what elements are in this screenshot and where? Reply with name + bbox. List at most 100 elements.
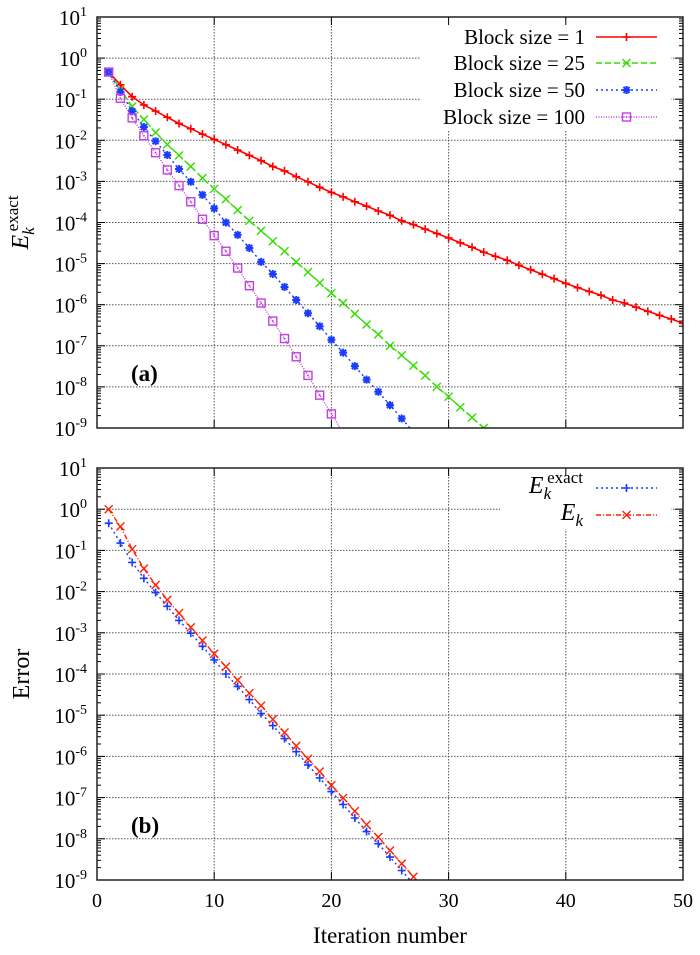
data-point — [244, 280, 255, 291]
data-point — [338, 298, 348, 308]
data-point — [128, 92, 137, 101]
data-point — [315, 322, 324, 331]
data-point — [303, 177, 312, 186]
data-point — [386, 211, 394, 220]
data-point — [139, 115, 149, 125]
data-point — [197, 173, 207, 183]
data-point — [350, 362, 359, 371]
data-point — [280, 246, 290, 256]
series-line — [108, 71, 411, 428]
data-point — [163, 602, 172, 611]
data-point — [421, 225, 430, 234]
data-point — [268, 316, 278, 326]
data-point — [339, 192, 348, 201]
y-tick-label: 10-7 — [54, 786, 87, 811]
data-point — [186, 124, 195, 133]
data-point-dot — [189, 200, 192, 203]
y-tick-base: 10 — [54, 828, 75, 852]
y-tick-label: 10-6 — [54, 293, 87, 318]
data-point — [139, 131, 149, 141]
data-point — [244, 688, 254, 698]
y-tick-base: 10 — [54, 869, 75, 893]
y-tick-exponent: -2 — [75, 580, 87, 595]
data-point — [315, 183, 324, 192]
data-point — [163, 113, 172, 122]
series-0 — [104, 519, 411, 880]
data-point — [326, 288, 336, 298]
data-point — [151, 137, 160, 146]
data-point — [233, 682, 242, 691]
data-point-dot — [131, 117, 133, 119]
grid — [97, 17, 683, 428]
data-point — [162, 165, 173, 175]
data-point — [550, 274, 559, 283]
series-line — [108, 508, 418, 880]
data-point — [585, 287, 594, 296]
data-point — [303, 370, 313, 381]
data-point — [151, 580, 161, 590]
y-tick-exponent: -1 — [75, 87, 87, 102]
y-tick-base: 10 — [54, 170, 75, 194]
y-tick-exponent: -6 — [75, 293, 87, 308]
data-point — [163, 150, 172, 159]
x-tick-label: 20 — [321, 890, 341, 912]
data-point — [116, 539, 125, 548]
data-point-dot — [272, 320, 274, 322]
legend-label-sub: k — [575, 511, 583, 530]
data-point — [374, 387, 383, 396]
series-line — [108, 522, 411, 880]
data-point — [385, 341, 395, 351]
y-axis-title-text-sup: exact — [3, 195, 22, 231]
data-point — [210, 204, 219, 213]
data-point — [362, 319, 372, 329]
data-point — [315, 278, 325, 288]
data-point — [186, 629, 195, 638]
data-point-dot — [213, 234, 215, 237]
data-point — [221, 670, 230, 678]
x-tick-label: 40 — [556, 890, 576, 912]
data-point — [233, 675, 243, 685]
data-point — [314, 390, 325, 400]
series-2 — [104, 68, 411, 428]
data-point — [292, 296, 301, 305]
data-point — [479, 423, 489, 428]
data-point — [280, 166, 289, 175]
panel-b: 10110010-110-210-310-410-510-610-710-810… — [9, 456, 693, 948]
data-point — [373, 329, 383, 339]
data-point-dot — [248, 284, 251, 287]
y-tick-label: 10-5 — [54, 703, 87, 728]
data-point — [245, 695, 254, 704]
y-tick-base: 10 — [54, 622, 75, 646]
data-point — [409, 220, 418, 229]
data-point — [174, 180, 184, 191]
data-point — [232, 263, 243, 273]
data-point — [115, 93, 126, 104]
legend-marker — [622, 86, 631, 94]
y-tick-base: 10 — [54, 745, 75, 769]
y-tick-label: 10-5 — [54, 252, 87, 277]
data-point — [386, 401, 394, 410]
data-point — [280, 734, 289, 743]
legend-label: Ek — [560, 500, 584, 530]
data-point — [526, 265, 535, 274]
y-tick-exponent: -9 — [75, 868, 87, 883]
data-point — [186, 622, 196, 632]
data-point — [280, 728, 290, 738]
data-point — [350, 806, 360, 816]
legend-marker — [622, 33, 631, 41]
data-point — [303, 267, 313, 277]
legend-label: Ekexact — [528, 468, 583, 503]
data-point — [128, 107, 137, 116]
data-point — [175, 165, 184, 174]
panel-a: 10110010-110-210-310-410-510-610-710-810… — [3, 5, 684, 441]
y-tick-base: 10 — [54, 294, 75, 318]
data-point — [420, 370, 430, 380]
y-axis-title-text: Ekexact — [3, 195, 38, 250]
data-point — [210, 135, 219, 144]
data-point — [162, 595, 172, 605]
legend-marker — [622, 484, 631, 492]
data-point — [596, 291, 605, 300]
data-point — [479, 248, 488, 257]
plot-frame — [96, 467, 684, 881]
y-tick-label: 101 — [59, 5, 87, 30]
